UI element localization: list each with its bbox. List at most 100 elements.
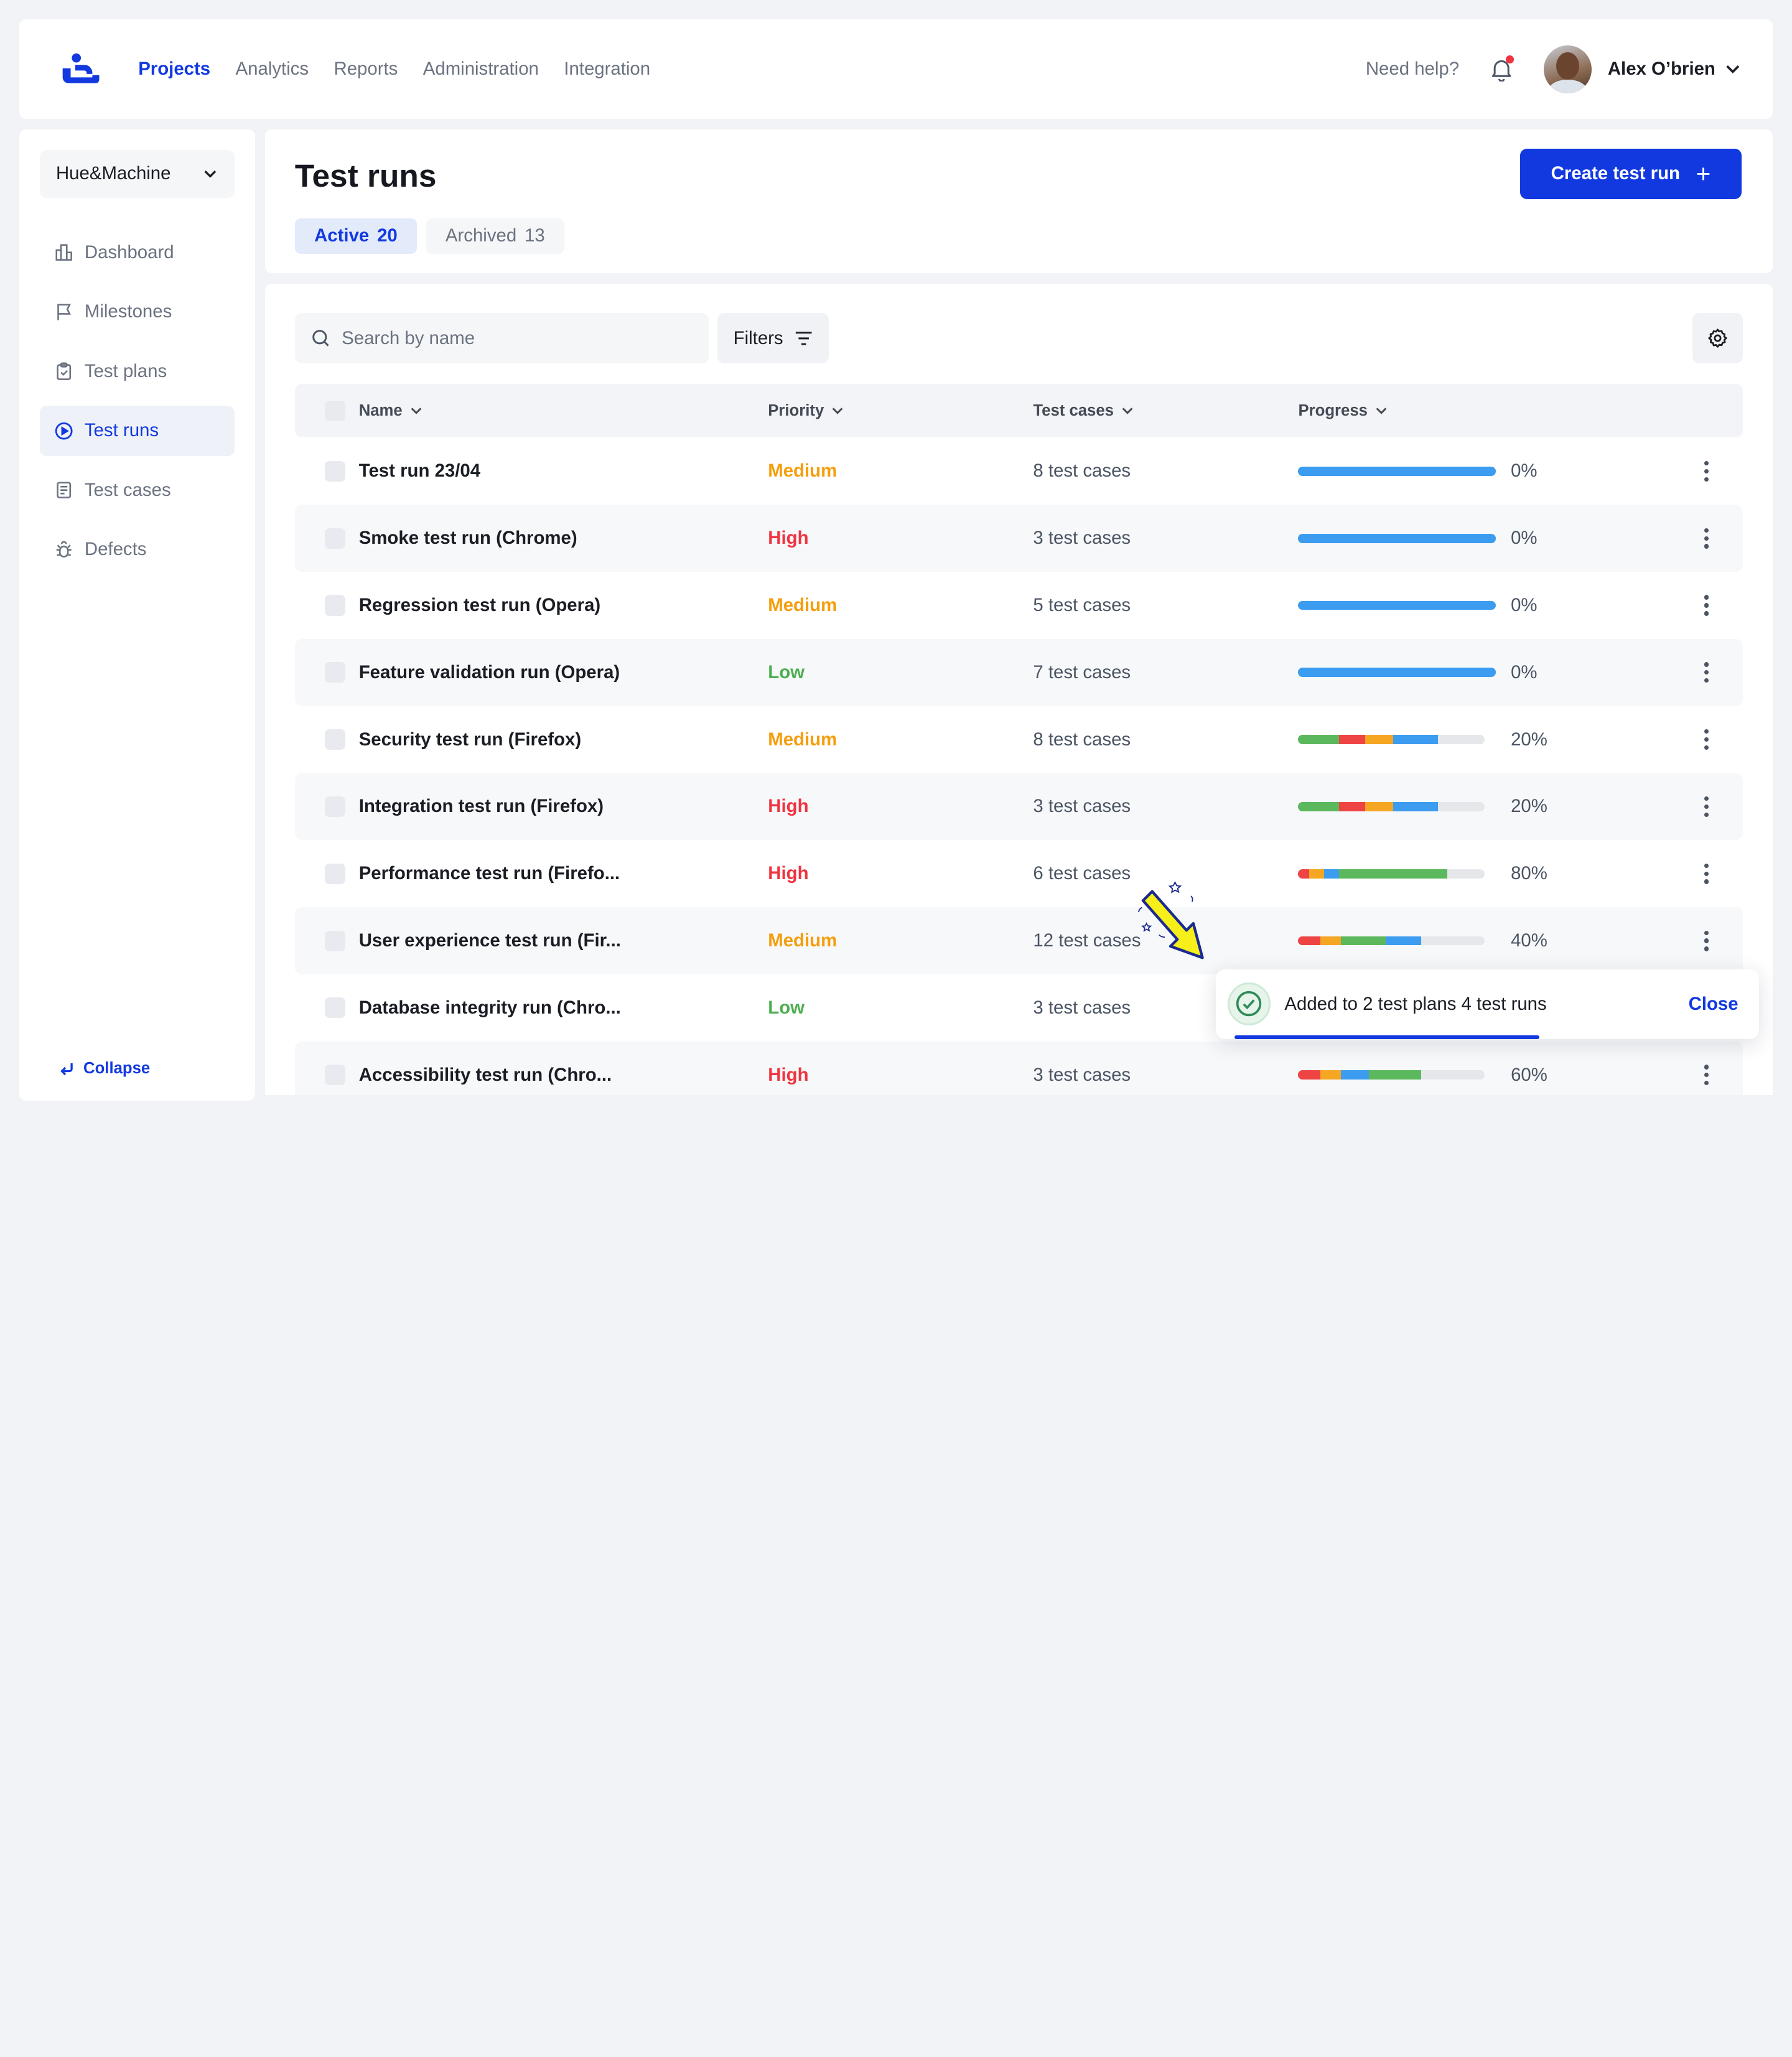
table-row[interactable]: Security test run (Firefox) Medium 8 tes… <box>295 706 1743 773</box>
flag-icon <box>57 304 72 320</box>
row-menu-icon[interactable] <box>1704 796 1709 817</box>
table-row[interactable]: Database integrity run (Chro... Low 3 te… <box>295 974 1743 1042</box>
row-checkbox[interactable] <box>324 1065 345 1086</box>
user-name[interactable]: Alex O’brien <box>1607 58 1715 80</box>
search-placeholder: Search by name <box>342 327 475 348</box>
priority-label: Medium <box>768 460 838 482</box>
table-row[interactable]: Regression test run (Opera) Medium 5 tes… <box>295 572 1743 639</box>
row-menu-icon[interactable] <box>1704 1065 1709 1086</box>
row-menu-icon[interactable] <box>1704 863 1709 884</box>
sidebar-item-milestones[interactable]: Milestones <box>40 287 234 337</box>
priority-label: Low <box>768 661 805 683</box>
avatar[interactable] <box>1544 45 1592 93</box>
column-test-cases-header[interactable]: Test cases <box>1033 402 1134 420</box>
sidebar-item-dashboard[interactable]: Dashboard <box>40 227 234 278</box>
row-menu-icon[interactable] <box>1704 662 1709 683</box>
tab-count: 13 <box>525 225 545 246</box>
run-name[interactable]: Regression test run (Opera) <box>358 594 601 615</box>
row-checkbox[interactable] <box>324 662 345 683</box>
chevron-down-icon <box>411 408 422 415</box>
table-row[interactable]: Smoke test run (Chrome) High 3 test case… <box>294 505 1743 572</box>
run-name[interactable]: Performance test run (Firefo... <box>358 863 620 884</box>
sidebar-item-label: Defects <box>84 539 147 560</box>
tab-active[interactable]: Active 20 <box>294 218 417 254</box>
run-name[interactable]: Test run 23/04 <box>358 460 481 482</box>
filter-lines-icon <box>795 332 812 345</box>
row-menu-icon[interactable] <box>1704 528 1709 549</box>
run-name[interactable]: Accessibility test run (Chro... <box>358 1064 612 1085</box>
progress-cell: 0% <box>1298 662 1538 683</box>
column-priority-header[interactable]: Priority <box>768 402 844 420</box>
tab-label: Active <box>314 225 370 246</box>
progress-cell: 0% <box>1298 528 1538 548</box>
table-row[interactable]: Feature validation run (Opera) Low 7 tes… <box>294 638 1743 706</box>
nav-integration[interactable]: Integration <box>564 58 651 80</box>
project-selector[interactable]: Hue&Machine <box>40 149 235 198</box>
table-body: Test run 23/04 Medium 8 test cases 0% Sm… <box>294 437 1743 1095</box>
dashboard-icon <box>55 244 73 261</box>
collapse-button[interactable]: Collapse <box>58 1060 150 1078</box>
nav-analytics[interactable]: Analytics <box>235 58 309 80</box>
table-row[interactable]: Integration test run (Firefox) High 3 te… <box>294 773 1743 841</box>
priority-label: Medium <box>768 930 838 951</box>
test-case-count: 12 test cases <box>1033 930 1141 951</box>
select-all-checkbox[interactable] <box>324 400 345 421</box>
help-link[interactable]: Need help? <box>1365 58 1460 80</box>
row-checkbox[interactable] <box>324 729 345 750</box>
table-row[interactable]: User experience test run (Fir... Medium … <box>294 907 1743 974</box>
progress-percent: 0% <box>1511 594 1538 615</box>
run-name[interactable]: Database integrity run (Chro... <box>358 997 621 1018</box>
row-menu-icon[interactable] <box>1704 595 1709 616</box>
progress-percent: 60% <box>1511 1064 1547 1085</box>
sidebar-item-test-runs[interactable]: Test runs <box>40 405 235 456</box>
row-checkbox[interactable] <box>324 528 345 549</box>
nav-projects[interactable]: Projects <box>138 58 211 80</box>
row-checkbox[interactable] <box>324 930 345 951</box>
column-progress-header[interactable]: Progress <box>1298 402 1388 420</box>
sidebar-item-defects[interactable]: Defects <box>40 525 234 575</box>
table-row[interactable]: Performance test run (Firefo... High 6 t… <box>295 840 1743 907</box>
test-case-count: 3 test cases <box>1033 1064 1131 1085</box>
row-checkbox[interactable] <box>324 997 345 1019</box>
nav-administration[interactable]: Administration <box>422 58 539 80</box>
sidebar-item-test-plans[interactable]: Test plans <box>40 346 234 396</box>
run-name[interactable]: Security test run (Firefox) <box>358 729 582 750</box>
run-name[interactable]: Integration test run (Firefox) <box>358 796 604 817</box>
chevron-down-icon <box>1122 408 1133 415</box>
run-name[interactable]: User experience test run (Fir... <box>358 930 621 951</box>
table-row[interactable]: Test run 23/04 Medium 8 test cases 0% <box>295 437 1743 505</box>
progress-cell: 80% <box>1298 863 1547 884</box>
table-settings-button[interactable] <box>1692 313 1743 364</box>
column-label: Name <box>358 401 403 419</box>
toast-close-button[interactable]: Close <box>1688 993 1738 1014</box>
table-row[interactable]: Accessibility test run (Chro... High 3 t… <box>294 1041 1743 1095</box>
row-menu-icon[interactable] <box>1704 930 1709 951</box>
notification-bell-icon[interactable] <box>1489 55 1514 82</box>
filters-button[interactable]: Filters <box>717 313 829 364</box>
collapse-arrow-icon <box>60 1063 73 1075</box>
sidebar-item-test-cases[interactable]: Test cases <box>40 465 234 515</box>
chevron-down-icon[interactable] <box>1725 61 1741 77</box>
row-checkbox[interactable] <box>324 460 345 482</box>
column-label: Priority <box>768 401 824 419</box>
row-checkbox[interactable] <box>324 863 345 884</box>
tab-archived[interactable]: Archived 13 <box>426 218 564 254</box>
progress-cell: 0% <box>1298 595 1538 615</box>
row-checkbox[interactable] <box>324 595 345 616</box>
priority-label: High <box>768 863 809 884</box>
sidebar-item-label: Test plans <box>84 360 167 381</box>
app-logo-icon[interactable] <box>60 52 101 86</box>
sidebar: Hue&Machine Dashboard Milestones Test pl… <box>19 129 255 1101</box>
sidebar-item-label: Test cases <box>84 479 171 500</box>
search-input[interactable]: Search by name <box>294 313 709 364</box>
progress-percent: 20% <box>1511 796 1547 817</box>
nav-reports[interactable]: Reports <box>334 58 398 80</box>
run-name[interactable]: Smoke test run (Chrome) <box>358 528 577 549</box>
row-menu-icon[interactable] <box>1704 460 1709 482</box>
sidebar-nav: Dashboard Milestones Test plans Test run… <box>40 227 235 575</box>
row-menu-icon[interactable] <box>1704 729 1709 750</box>
run-name[interactable]: Feature validation run (Opera) <box>358 661 620 683</box>
row-checkbox[interactable] <box>324 796 345 817</box>
create-test-run-button[interactable]: Create test run + <box>1519 148 1742 199</box>
column-name-header[interactable]: Name <box>359 402 423 420</box>
